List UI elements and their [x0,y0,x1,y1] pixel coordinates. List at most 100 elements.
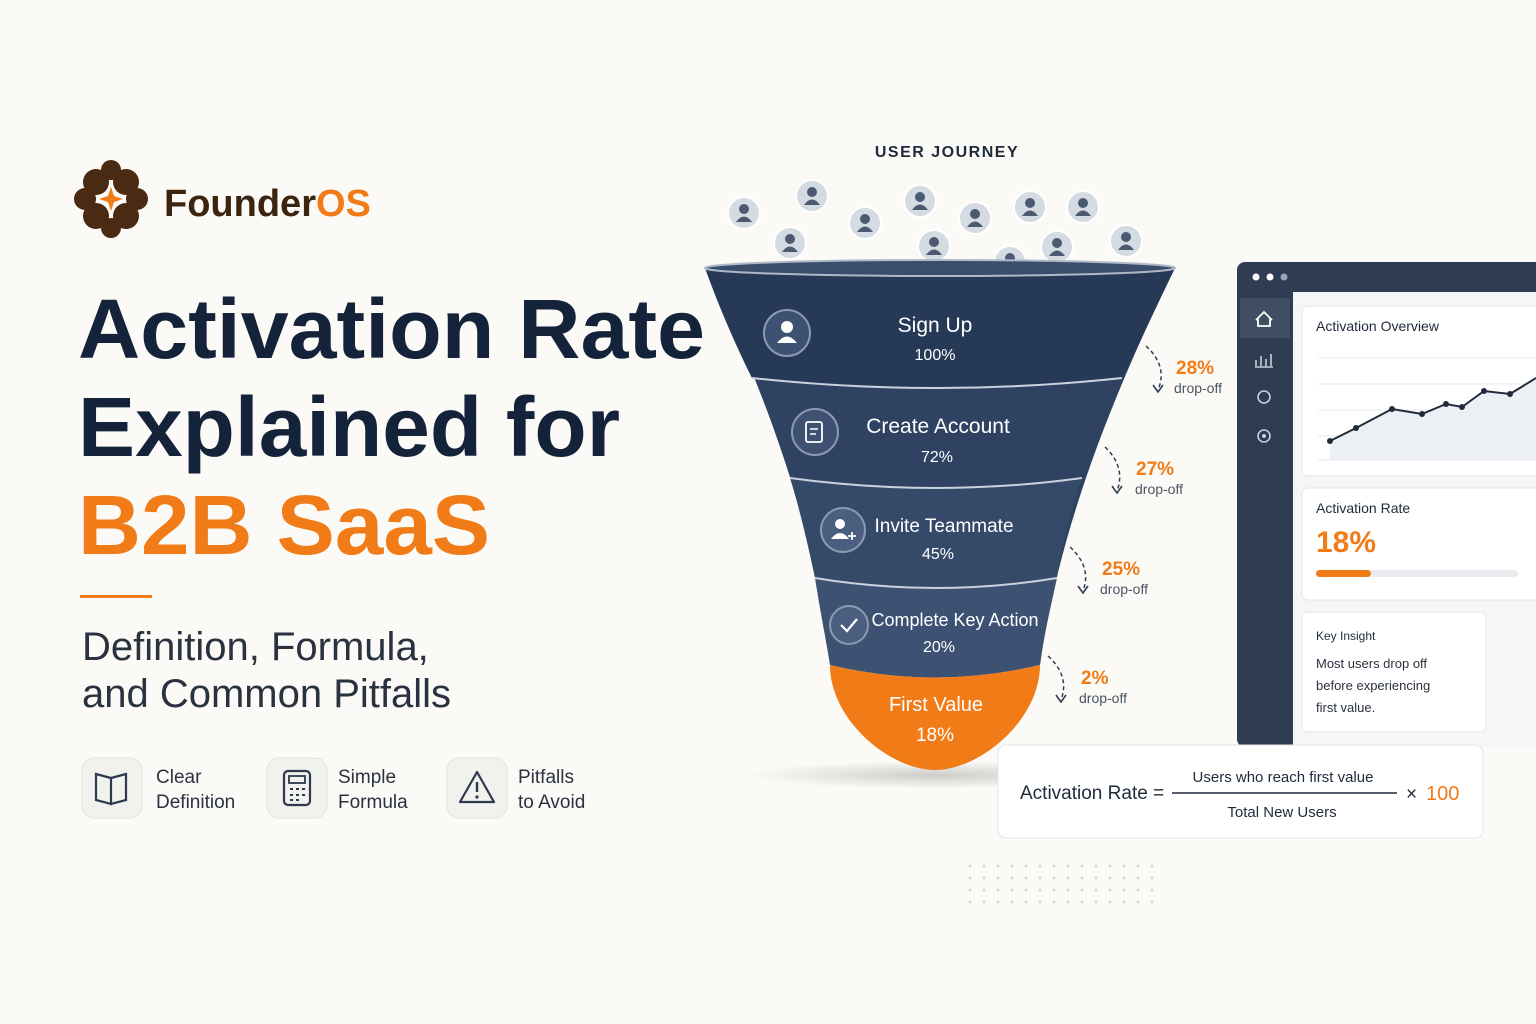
dropoff-arrowheads [1055,384,1164,704]
logo [74,160,148,238]
subtitle-line: Definition, Formula, [82,625,429,669]
dot [968,864,972,868]
formula-denominator: Total New Users [1227,804,1336,821]
dot [1094,876,1098,880]
dot [1052,876,1056,880]
dot [1136,876,1140,880]
brand-name: FounderOS [164,183,371,225]
dropoff-value: 25% [1102,559,1140,580]
dot [1150,888,1154,892]
dot [1122,876,1126,880]
dot [996,900,1000,904]
dot [1024,876,1028,880]
dot [996,864,1000,868]
dot [1038,900,1042,904]
dot [1150,864,1154,868]
dot [1136,900,1140,904]
dot [1108,900,1112,904]
dropoff-value: 28% [1176,358,1214,379]
stage-label: First Value [889,694,983,716]
dot [1080,888,1084,892]
stage-value: 100% [915,347,956,364]
dropoff-label: drop-off [1135,481,1183,497]
stage-label: Create Account [866,415,1010,438]
dropoff-arrows [1047,345,1162,701]
dot [1122,888,1126,892]
dot [996,876,1000,880]
dot [1052,864,1056,868]
dropoff-value: 27% [1136,459,1174,480]
title-line: Explained for [78,380,620,474]
dot [968,900,972,904]
dot [982,888,986,892]
insight-text: before experiencing [1316,678,1430,693]
rate-value: 18% [1316,526,1376,559]
stage-label: Invite Teammate [874,516,1013,537]
formula-times: × [1406,784,1417,805]
dot [1024,864,1028,868]
formula-lhs: Activation Rate = [1020,783,1164,804]
feature: Simple Formula [266,757,408,819]
dot [1150,900,1154,904]
formula-card: Activation Rate = Users who reach first … [997,744,1484,839]
dropoff-label: drop-off [1100,581,1148,597]
dashboard: Activation Overview Activation Rate 18% … [1237,262,1536,747]
feature-text: Definition [156,792,235,813]
dot [1080,900,1084,904]
dot [1136,864,1140,868]
feature-text: Clear [156,767,202,788]
dropoff-label: drop-off [1174,380,1222,396]
formula-factor: 100 [1426,783,1459,805]
dot [1038,864,1042,868]
feature-text: to Avoid [518,792,585,813]
stage-value: 72% [921,449,953,466]
dot [982,900,986,904]
stage-label: Complete Key Action [871,610,1038,630]
dot [1038,876,1042,880]
dot [1066,876,1070,880]
dot [1010,888,1014,892]
dot [1024,900,1028,904]
dot [968,876,972,880]
dot [1010,900,1014,904]
dot [1136,888,1140,892]
dot [996,888,1000,892]
dot [1094,900,1098,904]
dot [1010,876,1014,880]
dot [1010,864,1014,868]
dot [1052,900,1056,904]
dropoff-label: drop-off [1079,690,1127,706]
card-title: Activation Rate [1316,500,1410,516]
card-title: Key Insight [1316,629,1376,643]
card-title: Activation Overview [1316,318,1440,334]
dot [1080,876,1084,880]
stage-value: 20% [923,639,955,656]
dot [1052,888,1056,892]
insight-text: Most users drop off [1316,656,1427,671]
dot [1122,900,1126,904]
dot-pattern [968,864,1154,904]
title-line: Activation Rate [78,282,705,376]
dot [1094,864,1098,868]
feature-text: Pitfalls [518,767,574,788]
dot [1122,864,1126,868]
divider [80,595,152,598]
dot [1066,864,1070,868]
stage-label: Sign Up [898,314,973,337]
dot [1094,888,1098,892]
dot [968,888,972,892]
feature-text: Formula [338,792,408,813]
dot [1066,888,1070,892]
dot [982,864,986,868]
funnel [704,259,1176,770]
stage-value: 18% [916,725,954,746]
feature: Pitfalls to Avoid [446,757,585,819]
formula-numerator: Users who reach first value [1193,769,1374,786]
funnel-heading: USER JOURNEY [875,144,1019,161]
dot [1024,888,1028,892]
dot [1150,876,1154,880]
dot [982,876,986,880]
dropoff-value: 2% [1081,668,1109,689]
stage-value: 45% [922,546,954,563]
